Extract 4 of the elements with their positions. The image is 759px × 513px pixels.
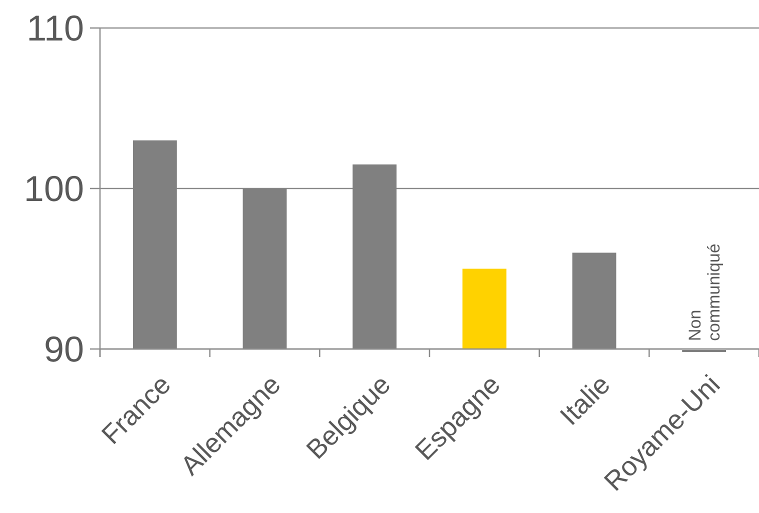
y-tick-label: 110 xyxy=(26,8,84,49)
annotation: Non communiqué xyxy=(686,244,724,341)
y-tick-label: 90 xyxy=(44,328,84,370)
y-tick-label: 100 xyxy=(24,168,84,210)
